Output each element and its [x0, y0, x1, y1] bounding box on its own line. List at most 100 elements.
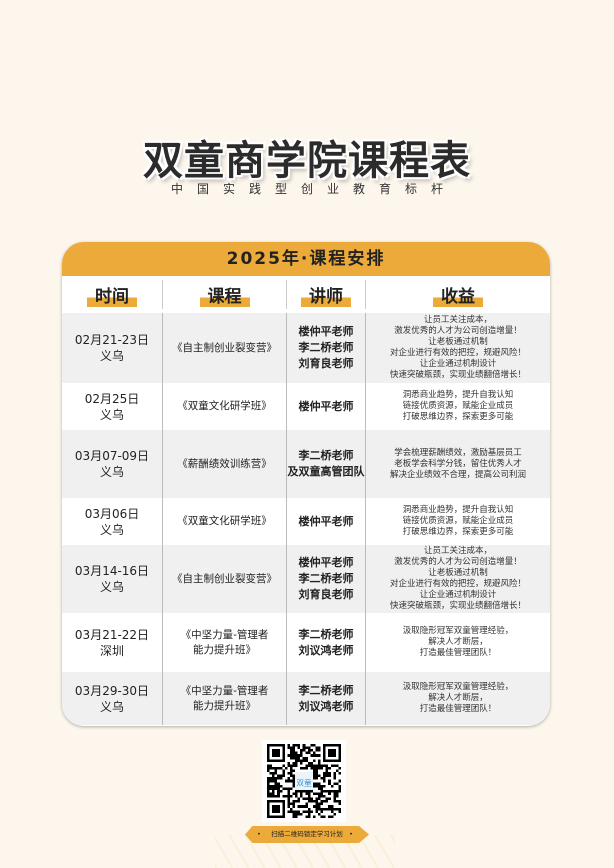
- benefit-cell-line: 洞悉商业趋势，提升自我认知: [402, 390, 514, 400]
- benefit-cell-line: 解决人才断层，: [428, 693, 488, 703]
- teacher-cell: 楼仲平老师 李二桥老师 刘育良老师: [287, 313, 366, 383]
- benefit-cell-line: 对企业进行有效的把控，规避风险！: [389, 348, 526, 358]
- table-body: 02月21-23日 义乌 《自主制创业裂变营》 楼仲平老师 李二桥老师 刘育良老师 让员工关…: [62, 313, 550, 725]
- column-header-teacher: 讲师: [301, 282, 351, 307]
- course-cell: 《双童文化研学班》: [163, 498, 287, 545]
- teacher-cell-line: 刘议鸿老师: [298, 699, 354, 713]
- course-cell-line: 《中坚力量-管理者: [180, 628, 269, 641]
- benefit-cell-line: 快速突破瓶颈，实现业绩翻倍增长！: [389, 370, 526, 380]
- table-row: 02月25日 义乌 《双童文化研学班》 楼仲平老师 洞悉商业趋势，提升自我认知 链接优质资…: [62, 383, 550, 430]
- svg-text:双童: 双童: [296, 778, 312, 788]
- date-cell: 03月29-30日 义乌: [62, 672, 163, 725]
- course-cell: 《中坚力量-管理者 能力提升班》: [163, 672, 287, 725]
- date-place: 义乌: [99, 522, 124, 537]
- benefit-cell-line: 激发优秀的人才为公司创造增量！: [394, 557, 522, 567]
- date-cell: 02月21-23日 义乌: [62, 313, 163, 383]
- course-cell-line: 《双童文化研学班》: [177, 400, 272, 412]
- page-subtitle: 中国实践型创业教育标杆: [170, 182, 457, 196]
- benefit-cell: 让员工关注成本， 激发优秀的人才为公司创造增量！ 让老板通过机制 对企业进行有效的把控…: [366, 545, 550, 613]
- benefit-cell-line: 洞悉商业趋势，提升自我认知: [402, 505, 514, 515]
- schedule-card: 2025年·课程安排 时间 课程 讲师 收益 02月21-23日 义乌 《自主制创业…: [62, 242, 550, 726]
- date-cell: 02月25日 义乌: [62, 383, 163, 430]
- benefit-cell-line: 让企业通过机制设计: [419, 359, 497, 369]
- benefit-cell-line: 链接优质资源，赋能企业成员: [402, 401, 514, 411]
- course-cell: 《自主制创业裂变营》: [163, 313, 287, 383]
- date-cell: 03月06日 义乌: [62, 498, 163, 545]
- course-cell-line: 能力提升班》: [193, 643, 256, 656]
- date-date: 03月06日: [84, 506, 140, 521]
- teacher-cell: 楼仲平老师李二桥老师刘育良老师: [287, 545, 366, 613]
- teacher-cell: 李二桥老师及双童高管团队: [287, 430, 366, 498]
- date-place: 义乌: [99, 580, 124, 594]
- benefit-cell: 洞悉商业趋势，提升自我认知 链接优质资源，赋能企业成员 打破思维边界，探索更多可能: [366, 498, 550, 545]
- teacher-cell: 楼仲平老师: [287, 383, 366, 430]
- teacher-cell-line: 刘育良老师: [298, 588, 354, 601]
- teacher-cell: 李二桥老师刘议鸿老师: [287, 613, 366, 672]
- qr-code: 双童: [262, 740, 346, 822]
- course-cell-line: 《双童文化研学班》: [177, 515, 272, 527]
- benefit-cell-line: 让企业通过机制设计: [419, 590, 497, 600]
- teacher-cell-line: 李二桥老师: [298, 449, 354, 462]
- teacher-cell-line: 李二桥老师: [298, 572, 354, 585]
- benefit-cell: 让员工关注成本， 激发优秀的人才为公司创造增量！ 让老板通过机制 对企业进行有效的把控…: [366, 313, 550, 383]
- date-place: 义乌: [99, 349, 124, 363]
- benefit-cell-line: 打破思维边界，探索更多可能: [402, 412, 514, 422]
- column-header-course: 课程: [199, 282, 250, 307]
- course-cell: 《自主制创业裂变营》: [163, 545, 287, 613]
- course-cell-line: 《中坚力量-管理者: [180, 684, 269, 697]
- teacher-cell-line: 楼仲平老师: [298, 556, 354, 569]
- course-cell: 《双童文化研学班》: [163, 383, 287, 430]
- date-place: 义乌: [99, 407, 124, 422]
- benefit-cell-line: 汲取隐形冠军双童管理经验，: [402, 682, 514, 692]
- benefit-cell-line: 打造最佳管理团队！: [419, 648, 497, 658]
- table-row: 02月21-23日 义乌 《自主制创业裂变营》 楼仲平老师 李二桥老师 刘育良老师 让员工关…: [62, 313, 550, 383]
- course-cell: 《中坚力量-管理者 能力提升班》: [163, 613, 287, 672]
- teacher-cell-line: 及双童高管团队: [287, 465, 365, 478]
- date-cell: 03月21-22日 深圳: [62, 613, 163, 672]
- course-cell-line: 《自主制创业裂变营》: [172, 572, 277, 585]
- benefit-cell: 学会梳理薪酬绩效，激励基层员工 老板学会科学分钱，留住优秀人才 解决企业绩效不合理，…: [366, 430, 550, 498]
- date-date: 02月21-23日: [74, 333, 150, 347]
- column-header-benefit: 收益: [433, 282, 483, 307]
- table-row: 03月07-09日 义乌 《薪酬绩效训练营》 李二桥老师 及双童高管团队 学会梳理薪酬绩效…: [62, 430, 550, 498]
- course-cell: 《薪酬绩效训练营》: [163, 430, 287, 498]
- benefit-cell-line: 解决人才断层，: [428, 637, 488, 647]
- teacher-cell-line: 刘育良老师: [298, 357, 354, 370]
- teacher-cell-line: 刘议鸿老师: [298, 643, 354, 657]
- benefit-cell: 汲取隐形冠军双童管理经验， 解决人才断层， 打造最佳管理团队！: [366, 613, 550, 672]
- teacher-cell: 楼仲平老师: [287, 498, 366, 545]
- table-row: 03月06日 义乌 《双童文化研学班》 楼仲平老师 洞悉商业趋势，提升自我认知 链接优质资…: [62, 498, 550, 545]
- date-place: 义乌: [99, 465, 124, 479]
- teacher-cell: 李二桥老师刘议鸿老师: [287, 672, 366, 725]
- teacher-cell-line: 李二桥老师: [298, 627, 354, 641]
- date-date: 03月07-09日: [74, 449, 150, 463]
- date-date: 03月14-16日: [74, 564, 150, 578]
- course-cell-line: 《自主制创业裂变营》: [172, 341, 277, 354]
- page-title: 双童商学院课程表: [143, 138, 471, 184]
- benefit-cell: 汲取隐形冠军双童管理经验， 解决人才断层， 打造最佳管理团队！: [366, 672, 550, 725]
- teacher-cell-line: 楼仲平老师: [298, 399, 354, 413]
- benefit-cell-line: 让老板通过机制: [428, 568, 488, 578]
- benefit-cell-line: 打破思维边界，探索更多可能: [402, 527, 514, 537]
- teacher-cell-line: 楼仲平老师: [298, 514, 354, 528]
- benefit-cell-line: 激发优秀的人才为公司创造增量！: [394, 326, 522, 336]
- date-cell: 03月07-09日 义乌: [62, 430, 163, 498]
- benefit-cell: 洞悉商业趋势，提升自我认知 链接优质资源，赋能企业成员 打破思维边界，探索更多可能: [366, 383, 550, 430]
- teacher-cell-line: 李二桥老师: [298, 341, 354, 354]
- benefit-cell-line: 链接优质资源，赋能企业成员: [402, 516, 514, 526]
- benefit-cell-line: 快速突破瓶颈，实现业绩翻倍增长！: [389, 601, 526, 611]
- qr-caption: 扫描二维码锁定学习计划: [245, 826, 369, 843]
- benefit-cell-line: 老板学会科学分钱，留住优秀人才: [394, 458, 522, 469]
- table-row: 03月21-22日 深圳 《中坚力量-管理者 能力提升班》 李二桥老师 刘议鸿老师 汲取隐形…: [62, 613, 550, 672]
- teacher-cell-line: 李二桥老师: [298, 683, 354, 697]
- benefit-cell-line: 学会梳理薪酬绩效，激励基层员工: [394, 447, 522, 458]
- benefit-cell-line: 让员工关注成本，: [423, 315, 492, 325]
- date-place: 义乌: [99, 699, 124, 714]
- date-date: 03月29-30日: [74, 683, 150, 698]
- benefit-cell-line: 对企业进行有效的把控，规避风险！: [389, 579, 526, 589]
- column-header-time: 时间: [87, 282, 137, 307]
- benefit-cell-line: 汲取隐形冠军双童管理经验，: [402, 626, 514, 636]
- course-cell-line: 《薪酬绩效训练营》: [177, 457, 272, 470]
- table-row: 03月14-16日 义乌 《自主制创业裂变营》 楼仲平老师 李二桥老师 刘育良老师 让员工关…: [62, 545, 550, 613]
- benefit-cell-line: 解决企业绩效不合理，提高公司利润: [389, 469, 526, 480]
